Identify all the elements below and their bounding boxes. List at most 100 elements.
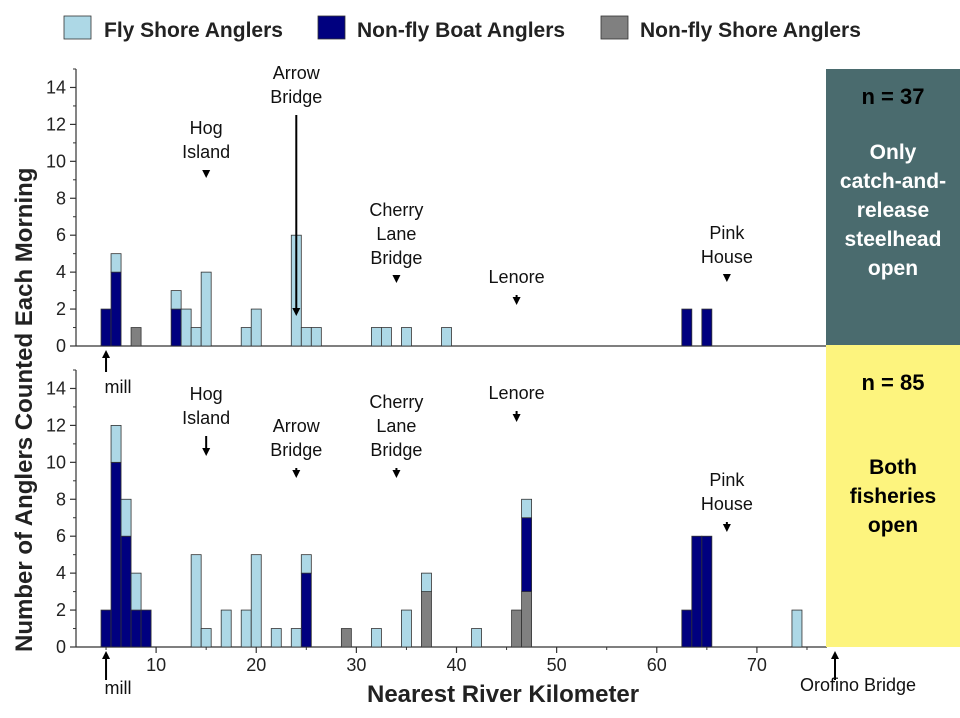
annotation-label: Lane [376, 224, 416, 244]
bar-fly-shore-km24 [290, 628, 302, 648]
y-tick-label: 2 [56, 299, 66, 319]
annotation-label: Lane [376, 416, 416, 436]
bar-nonfly-boat-km25 [300, 572, 312, 648]
top-panel: 0 2 4 6 8 10 12 14 Arrow Bridge Hog Island Cherry Lan… [46, 63, 960, 397]
y-tick-label: 4 [56, 262, 66, 282]
y-tick-label: 12 [46, 415, 66, 435]
annotation-arrowhead [392, 275, 401, 283]
bar-fly-shore-km74 [791, 609, 803, 648]
annotation-label: Arrow [273, 416, 321, 436]
fishery-condition-label: release [857, 199, 929, 222]
x-tick-label: 50 [547, 655, 567, 675]
condition-panel-bg [826, 345, 960, 647]
annotation-arrowhead [722, 524, 731, 532]
annotation-arrowhead [722, 274, 731, 282]
y-tick-label: 10 [46, 452, 66, 472]
bar-nonfly-boat-km63 [681, 308, 693, 347]
annotation-arrowhead [202, 448, 211, 456]
x-tick-label: 20 [246, 655, 266, 675]
annotation-label: Bridge [270, 440, 322, 460]
bar-fly-shore-km39 [441, 327, 452, 347]
bar-fly-shore-km32 [370, 628, 382, 648]
x-tick-label: 40 [446, 655, 466, 675]
annotation-label: Hog [190, 118, 223, 138]
sample-size-label: n = 85 [862, 370, 925, 395]
y-tick-label: 6 [56, 526, 66, 546]
annotation-label: Cherry [369, 392, 423, 412]
x-tick-label: 30 [346, 655, 366, 675]
fishery-condition-label: fisheries [850, 485, 936, 508]
annotation-label: Pink [709, 223, 745, 243]
bar-nonfly-boat-km47 [521, 517, 533, 593]
y-tick-label: 12 [46, 114, 66, 134]
annotation-label: Lenore [489, 267, 545, 287]
bar-fly-shore-km35 [401, 609, 412, 648]
annotation-label: Pink [709, 470, 745, 490]
legend-label-nonfly-boat: Non-fly Boat Anglers [357, 19, 565, 42]
bar-fly-shore-km25 [300, 554, 312, 574]
annotation-label: Hog [190, 384, 223, 404]
annotation-label: Bridge [370, 440, 422, 460]
bar-nonfly-boat-km6 [110, 461, 122, 648]
annotation-arrowhead [102, 350, 111, 358]
bar-fly-shore-km42 [471, 628, 482, 648]
x-tick-label: 70 [747, 655, 767, 675]
annotation-label: Lenore [489, 383, 545, 403]
bar-nonfly-boat-km8 [130, 609, 142, 648]
fishery-condition-label: Both [869, 456, 917, 479]
fishery-condition-label: open [868, 514, 918, 537]
annotation-label: Cherry [369, 200, 423, 220]
annotation-arrowhead [512, 297, 521, 305]
annotation-arrowhead [292, 470, 301, 478]
annotation-label: mill [105, 377, 132, 397]
x-axis-title: Nearest River Kilometer [367, 681, 639, 708]
bar-fly-shore-km19 [240, 327, 252, 347]
bar-fly-shore-km32 [370, 327, 382, 347]
annotation-label: Bridge [370, 248, 422, 268]
bar-nonfly-boat-km63 [681, 609, 693, 648]
bar-nonfly-shore-km47 [521, 591, 533, 648]
annotation-label: Island [182, 142, 230, 162]
bar-nonfly-boat-km65 [701, 308, 713, 347]
bar-fly-shore-km13 [180, 308, 192, 347]
bar-fly-shore-km26 [310, 327, 322, 347]
fishery-condition-label: catch-and- [840, 170, 946, 193]
y-axis-title: Number of Anglers Counted Each Morning [11, 168, 38, 652]
annotation-label: Arrow [273, 63, 321, 83]
bar-nonfly-shore-km37 [421, 591, 432, 648]
bar-fly-shore-km14 [190, 554, 202, 648]
bar-nonfly-shore-km29 [340, 628, 352, 648]
y-tick-label: 2 [56, 600, 66, 620]
annotation-label: Island [182, 408, 230, 428]
bar-fly-shore-km15 [200, 628, 212, 648]
y-tick-label: 10 [46, 151, 66, 171]
bar-fly-shore-km20 [250, 554, 262, 648]
y-tick-label: 0 [56, 336, 66, 356]
annotation-label: mill [105, 678, 132, 698]
bar-nonfly-shore-km46 [511, 609, 522, 648]
y-tick-label: 8 [56, 489, 66, 509]
bar-fly-shore-km12 [170, 290, 182, 310]
bar-fly-shore-km8 [130, 572, 142, 611]
annotation-arrowhead [292, 308, 301, 316]
legend-label-fly-shore: Fly Shore Anglers [104, 19, 283, 42]
bar-nonfly-boat-km5 [100, 308, 112, 347]
annotation-arrowhead [102, 651, 111, 659]
bar-fly-shore-km33 [381, 327, 392, 347]
y-tick-label: 6 [56, 225, 66, 245]
bar-nonfly-boat-km6 [110, 271, 122, 347]
legend-swatch-nonfly-boat [317, 15, 346, 40]
y-tick-label: 14 [46, 378, 66, 398]
bar-fly-shore-km15 [200, 271, 212, 347]
bar-fly-shore-km7 [120, 498, 132, 537]
annotation-label: House [701, 494, 753, 514]
bar-nonfly-boat-km9 [140, 609, 152, 648]
annotation-arrowhead [392, 470, 401, 478]
bottom-panel: 0 2 4 6 8 10 12 14 10 20 30 40 50 60 70 Hog Island Arrow B… [46, 345, 960, 698]
bar-nonfly-boat-km64 [691, 535, 703, 648]
bar-fly-shore-km14 [190, 327, 202, 347]
bar-nonfly-shore-km8 [130, 327, 142, 347]
fishery-condition-label: Only [870, 141, 917, 164]
legend-swatch-fly-shore [63, 15, 92, 40]
